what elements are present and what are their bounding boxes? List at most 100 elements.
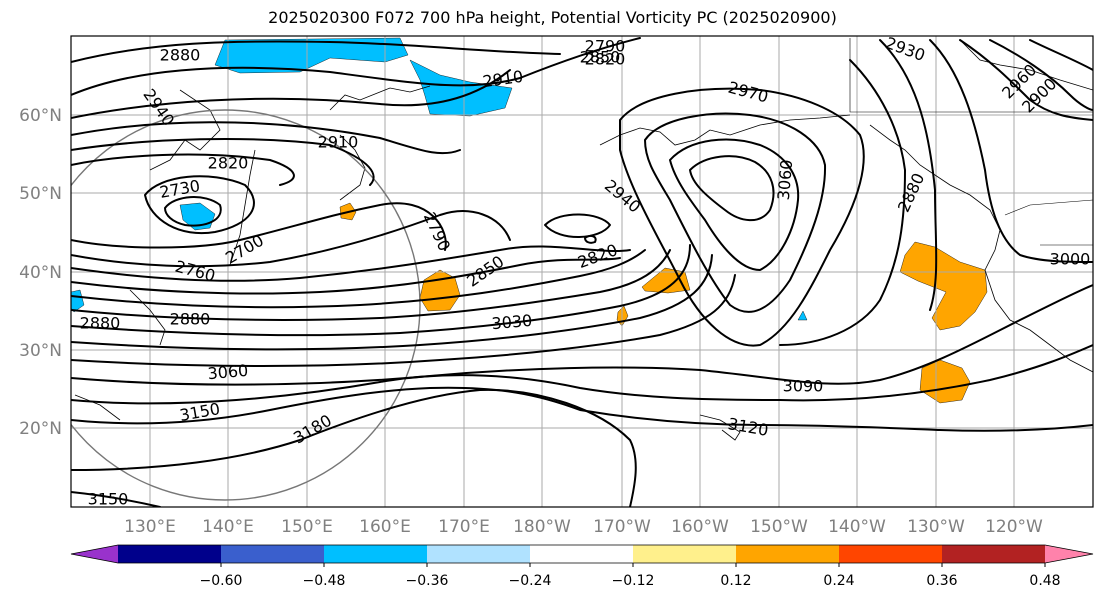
colorbar-segment (942, 545, 1046, 563)
contour-label: 2790 (420, 209, 454, 254)
projection-circle (71, 109, 421, 501)
colorbar-segment (118, 545, 222, 563)
contour-line (71, 37, 641, 96)
colorbar-tick-label: −0.24 (509, 573, 552, 589)
contour-line (71, 388, 637, 507)
contour-label: 3000 (1050, 250, 1091, 269)
contour-line (71, 69, 511, 119)
lat-lon-grid (71, 36, 1093, 507)
contour-line (71, 344, 1093, 405)
contour-line (71, 491, 161, 507)
colorbar-segment (324, 545, 428, 563)
contour-label: 3150 (88, 490, 129, 509)
contour-line (71, 254, 713, 351)
colorbar-extend-low (71, 545, 118, 563)
contour-line (71, 210, 511, 268)
longitude-label: 170°E (438, 517, 490, 537)
longitude-label: 130°E (124, 517, 176, 537)
colorbar-tick-label: 0.24 (823, 573, 854, 589)
contour-line (71, 121, 461, 155)
contour-label: 3060 (774, 159, 796, 201)
contour-line (879, 39, 938, 311)
contour-label: 2820 (585, 50, 626, 69)
contour-label: 2970 (726, 78, 770, 107)
contour-line (71, 202, 447, 251)
contour-label: 3180 (290, 411, 335, 448)
colorbar-tick-label: −0.36 (406, 573, 449, 589)
contour-line (71, 386, 1093, 432)
longitude-label: 170°W (593, 517, 651, 537)
colorbar-segment (736, 545, 840, 563)
pv-negative-area-small (797, 310, 808, 321)
latitude-label: 60°N (19, 106, 62, 126)
colorbar-segment (221, 545, 325, 563)
colorbar-tick-label: −0.12 (612, 573, 655, 589)
colorbar-segment (839, 545, 943, 563)
contour-label: 2910 (318, 133, 359, 152)
contour-label: 2820 (208, 154, 249, 173)
pv-positive-area-5 (899, 241, 988, 331)
contour-label: 3090 (783, 377, 824, 396)
latitude-label: 50°N (19, 184, 62, 204)
contour-line (584, 234, 597, 244)
pv-negative-area-west-edge (71, 289, 85, 313)
longitude-labels: 130°E 140°E 150°E 160°E 170°E 180°W 170°W 160°W… (124, 517, 1043, 537)
contour-line (164, 196, 222, 227)
contour-line (1029, 39, 1093, 71)
contour-label: 2790 (585, 37, 626, 56)
contour-label: 2910 (481, 67, 524, 91)
colorbar-tick-label: 0.12 (720, 573, 751, 589)
figure-title: 2025020300 F072 700 hPa height, Potentia… (268, 8, 837, 27)
contour-line (544, 213, 611, 238)
longitude-label: 140°W (828, 517, 886, 537)
contour-label: 2880 (160, 46, 201, 65)
longitude-label: 150°W (750, 517, 808, 537)
contour-line (619, 87, 865, 347)
contour-line (71, 244, 691, 337)
contour-line (71, 257, 621, 295)
contour-line (989, 39, 1093, 111)
longitude-label: 160°E (359, 517, 411, 537)
contour-label: 3030 (491, 311, 533, 333)
contour-line (144, 175, 255, 235)
contour-line (71, 245, 631, 282)
contour-label: 2850 (463, 252, 507, 291)
latitude-label: 40°N (19, 263, 62, 283)
contour-line (71, 249, 646, 309)
pv-positive-area-6 (919, 359, 971, 404)
colorbar-outline (70, 544, 1094, 564)
colorbar-tick-label: 0.48 (1029, 573, 1060, 589)
height-contours (71, 37, 1093, 507)
contour-line (959, 39, 1093, 121)
contour-label: 2700 (222, 231, 267, 268)
longitude-label: 130°W (907, 517, 965, 537)
colorbar-segment (633, 545, 737, 563)
contour-label: 2940 (601, 176, 644, 217)
contour-line (644, 112, 827, 313)
colorbar: −0.60 −0.48 −0.36 −0.24 −0.12 0.12 0.24 0.36 0.4… (70, 544, 1094, 589)
political-boundaries (849, 38, 1093, 246)
colorbar-segment (530, 545, 634, 563)
longitude-label: 140°E (202, 517, 254, 537)
colorbar-tick-label: 0.36 (926, 573, 957, 589)
contour-line (71, 249, 671, 321)
contour-label: 2730 (158, 176, 201, 202)
colorbar-segment (427, 545, 531, 563)
latitude-label: 30°N (19, 341, 62, 361)
contour-line (71, 153, 295, 186)
contour-label: 2760 (173, 257, 217, 286)
contour-label: 2850 (580, 48, 621, 67)
latitude-label: 20°N (19, 419, 62, 439)
contour-label: 2930 (883, 33, 928, 65)
longitude-label: 160°W (671, 517, 729, 537)
longitude-label: 150°E (281, 517, 333, 537)
longitude-label: 180°W (513, 517, 571, 537)
longitude-label: 120°W (985, 517, 1043, 537)
contour-line (71, 40, 561, 63)
contour-line (669, 138, 800, 271)
contour-label: 2880 (80, 314, 121, 333)
latitude-labels: 60°N 50°N 40°N 30°N 20°N (19, 106, 62, 439)
contour-label: 2880 (170, 310, 211, 329)
